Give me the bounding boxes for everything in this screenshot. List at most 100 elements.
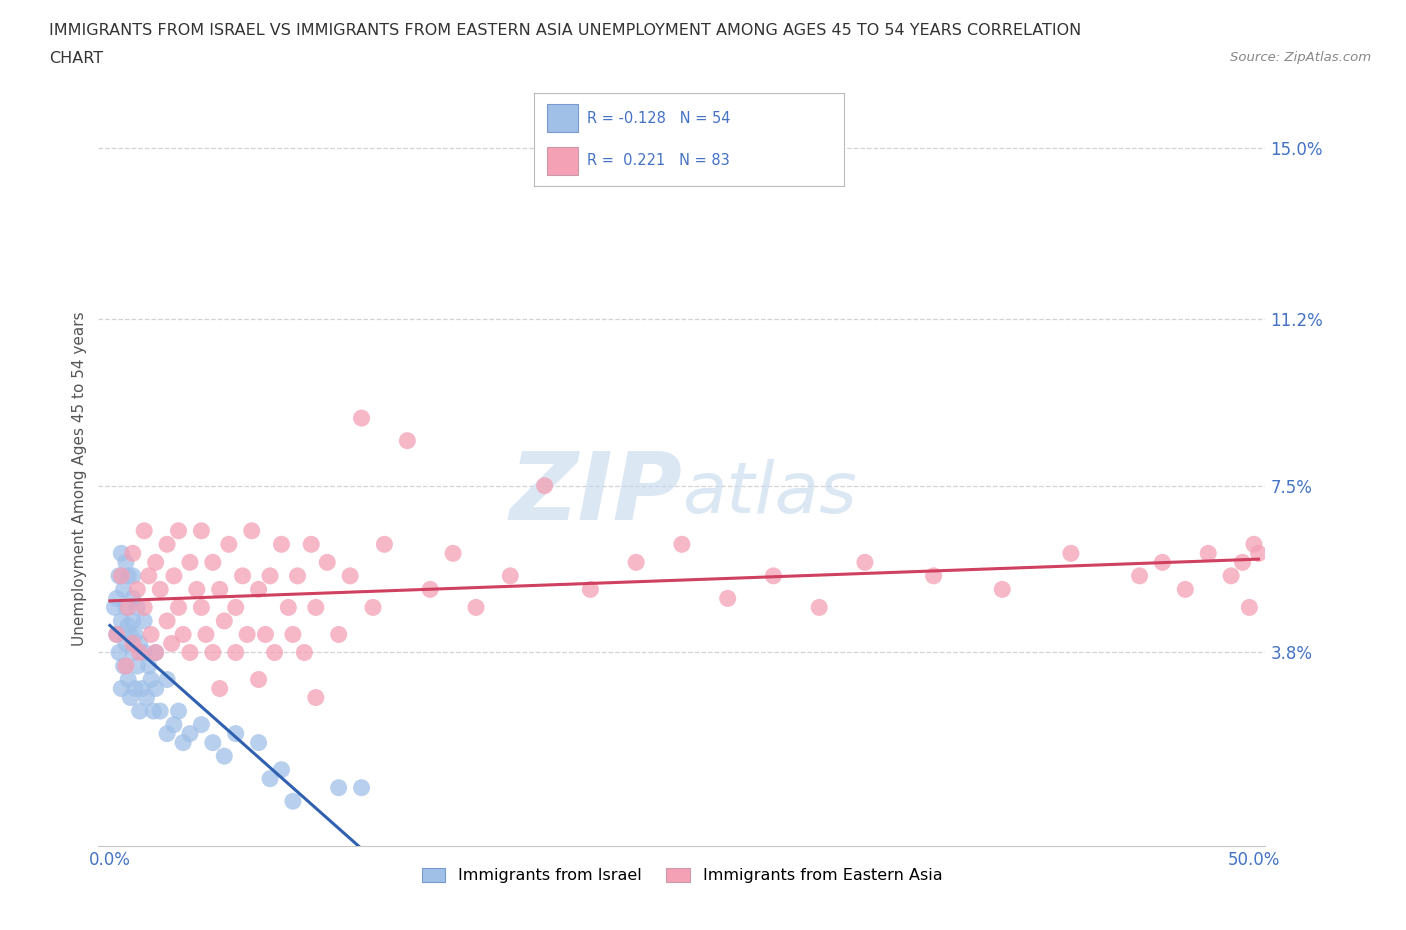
Point xyxy=(156,537,179,551)
Point xyxy=(361,600,384,615)
Point xyxy=(1174,582,1197,597)
Point xyxy=(124,681,146,696)
Point xyxy=(1197,546,1219,561)
Point xyxy=(160,636,183,651)
Point xyxy=(281,627,304,642)
Point xyxy=(263,645,285,660)
Point xyxy=(179,645,201,660)
Point xyxy=(145,645,167,660)
Point xyxy=(121,645,143,660)
Point xyxy=(259,771,281,786)
Point xyxy=(240,524,263,538)
Point xyxy=(108,645,131,660)
Point xyxy=(179,555,201,570)
Point xyxy=(808,600,831,615)
Point xyxy=(145,645,167,660)
Point xyxy=(108,568,131,583)
Point xyxy=(120,627,142,642)
Text: R =  0.221   N = 83: R = 0.221 N = 83 xyxy=(586,153,730,168)
Point xyxy=(299,537,322,551)
Point xyxy=(190,600,212,615)
Point xyxy=(270,763,292,777)
Point xyxy=(149,582,172,597)
Point xyxy=(117,672,139,687)
Point xyxy=(117,568,139,583)
Point xyxy=(396,433,419,448)
Point xyxy=(115,600,138,615)
Point xyxy=(287,568,309,583)
Point xyxy=(232,568,254,583)
Point xyxy=(225,726,247,741)
Point xyxy=(292,645,315,660)
Point xyxy=(214,614,236,629)
Point xyxy=(922,568,945,583)
Point xyxy=(163,568,186,583)
Point xyxy=(179,726,201,741)
Point xyxy=(115,658,138,673)
Point xyxy=(127,658,149,673)
Point xyxy=(350,411,373,426)
Text: Source: ZipAtlas.com: Source: ZipAtlas.com xyxy=(1230,51,1371,64)
Point xyxy=(124,627,146,642)
Point xyxy=(350,780,373,795)
Point xyxy=(1128,568,1150,583)
Point xyxy=(671,537,693,551)
Point xyxy=(281,794,304,809)
Point xyxy=(110,546,132,561)
Point xyxy=(247,582,270,597)
Point xyxy=(167,704,190,719)
Point xyxy=(465,600,488,615)
Point xyxy=(225,645,247,660)
Point xyxy=(277,600,299,615)
Point xyxy=(128,704,150,719)
Point xyxy=(156,726,179,741)
Text: ZIP: ZIP xyxy=(509,447,682,539)
Point xyxy=(270,537,292,551)
Point xyxy=(131,681,153,696)
Point xyxy=(167,524,190,538)
Point xyxy=(121,568,143,583)
Point xyxy=(110,568,132,583)
Y-axis label: Unemployment Among Ages 45 to 54 years: Unemployment Among Ages 45 to 54 years xyxy=(72,312,87,646)
Point xyxy=(373,537,395,551)
Point xyxy=(236,627,259,642)
Point xyxy=(1243,537,1265,551)
Point xyxy=(127,600,149,615)
Point xyxy=(105,591,128,605)
Point xyxy=(1247,546,1270,561)
Point xyxy=(110,681,132,696)
Point xyxy=(172,627,194,642)
Point xyxy=(112,582,135,597)
Point xyxy=(121,591,143,605)
Point xyxy=(156,672,179,687)
Point xyxy=(103,600,125,615)
Point xyxy=(533,478,555,493)
Text: atlas: atlas xyxy=(682,459,856,528)
Point xyxy=(328,627,350,642)
Point xyxy=(149,704,172,719)
Point xyxy=(115,636,138,651)
Point xyxy=(190,717,212,732)
Point xyxy=(214,749,236,764)
Point xyxy=(305,690,328,705)
FancyBboxPatch shape xyxy=(547,104,578,132)
Point xyxy=(145,681,167,696)
Point xyxy=(112,658,135,673)
Point xyxy=(127,582,149,597)
Point xyxy=(138,568,160,583)
Point xyxy=(208,681,231,696)
Point xyxy=(142,704,165,719)
Point xyxy=(201,645,224,660)
Point xyxy=(145,555,167,570)
Point xyxy=(135,690,157,705)
Point xyxy=(172,736,194,751)
Point xyxy=(121,546,143,561)
Point xyxy=(201,736,224,751)
Point xyxy=(139,672,162,687)
Point xyxy=(120,690,142,705)
Point xyxy=(128,645,150,660)
Point xyxy=(201,555,224,570)
Point xyxy=(121,614,143,629)
Point xyxy=(339,568,361,583)
Point xyxy=(991,582,1014,597)
